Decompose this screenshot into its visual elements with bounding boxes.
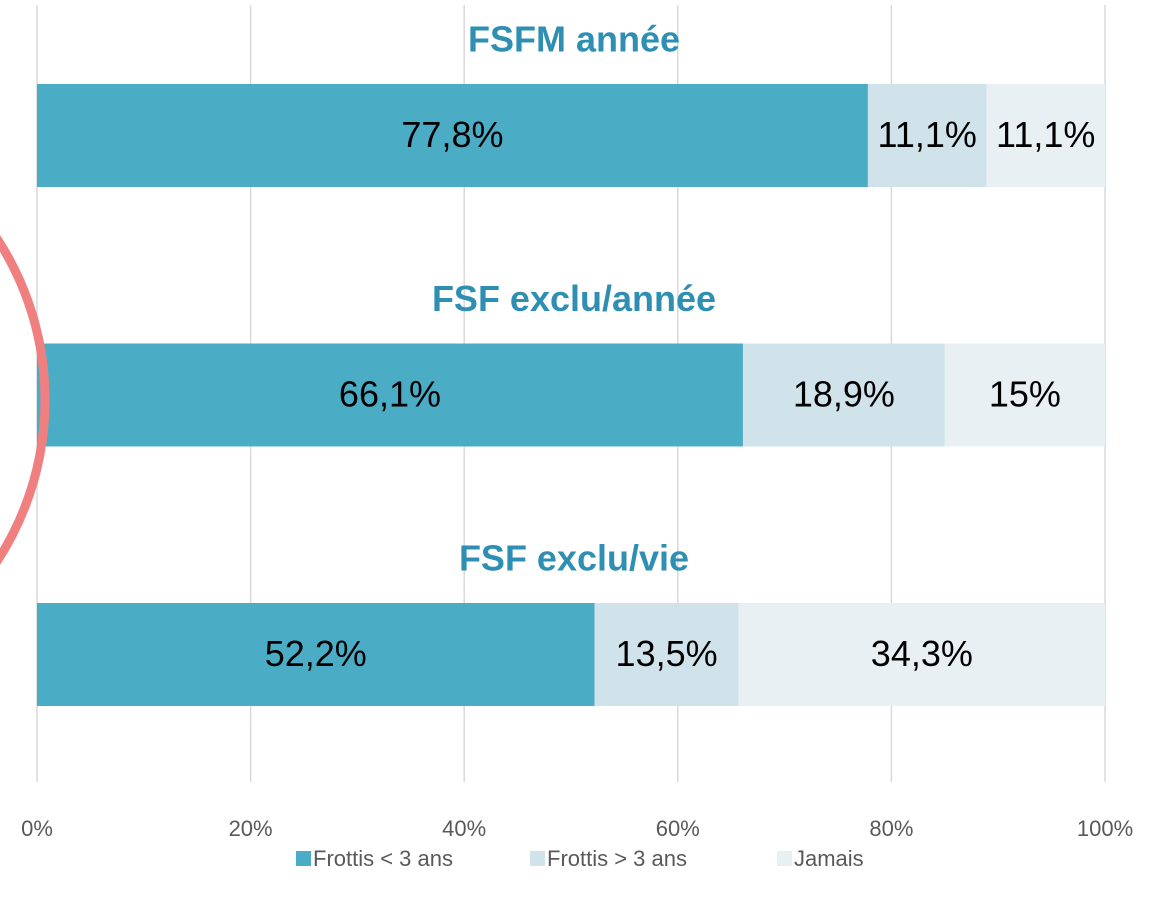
bar-segment <box>738 603 1105 706</box>
category-title: FSF exclu/vie <box>459 538 689 579</box>
x-tick-label: 60% <box>656 816 700 841</box>
data-label: 11,1% <box>996 114 1095 155</box>
bar-segment <box>867 84 987 187</box>
x-tick-label: 80% <box>869 816 913 841</box>
x-tick-label: 100% <box>1077 816 1133 841</box>
bar-segment <box>37 343 743 447</box>
bar-segment <box>37 84 868 187</box>
legend-label: Frottis > 3 ans <box>547 846 687 871</box>
bar-segment <box>37 603 595 706</box>
legend-swatch <box>777 851 792 866</box>
data-label: 77,8% <box>401 114 503 155</box>
highlight-circle <box>0 235 50 565</box>
bar-segment <box>742 343 945 447</box>
data-label: 66,1% <box>339 374 441 415</box>
data-label: 52,2% <box>265 633 367 674</box>
labels: 0% 20% 40% 60% 80% 100% FSFM année 77,8% 11,1% 11… <box>21 19 1133 871</box>
bar-segment <box>944 343 1105 447</box>
data-label: 15% <box>989 374 1061 415</box>
bars <box>37 84 1105 706</box>
category-title: FSFM année <box>468 19 680 60</box>
x-tick-label: 20% <box>229 816 273 841</box>
data-label: 34,3% <box>871 633 973 674</box>
legend-label: Jamais <box>794 846 864 871</box>
bar-segment <box>986 84 1105 187</box>
legend-label: Frottis < 3 ans <box>313 846 453 871</box>
data-label: 13,5% <box>616 633 718 674</box>
x-tick-label: 0% <box>21 816 53 841</box>
legend-swatch <box>296 851 311 866</box>
data-label: 11,1% <box>877 114 976 155</box>
data-label: 18,9% <box>793 374 895 415</box>
bar-segment <box>594 603 739 706</box>
x-tick-label: 40% <box>442 816 486 841</box>
legend-swatch <box>530 851 545 866</box>
category-title: FSF exclu/année <box>432 278 716 319</box>
